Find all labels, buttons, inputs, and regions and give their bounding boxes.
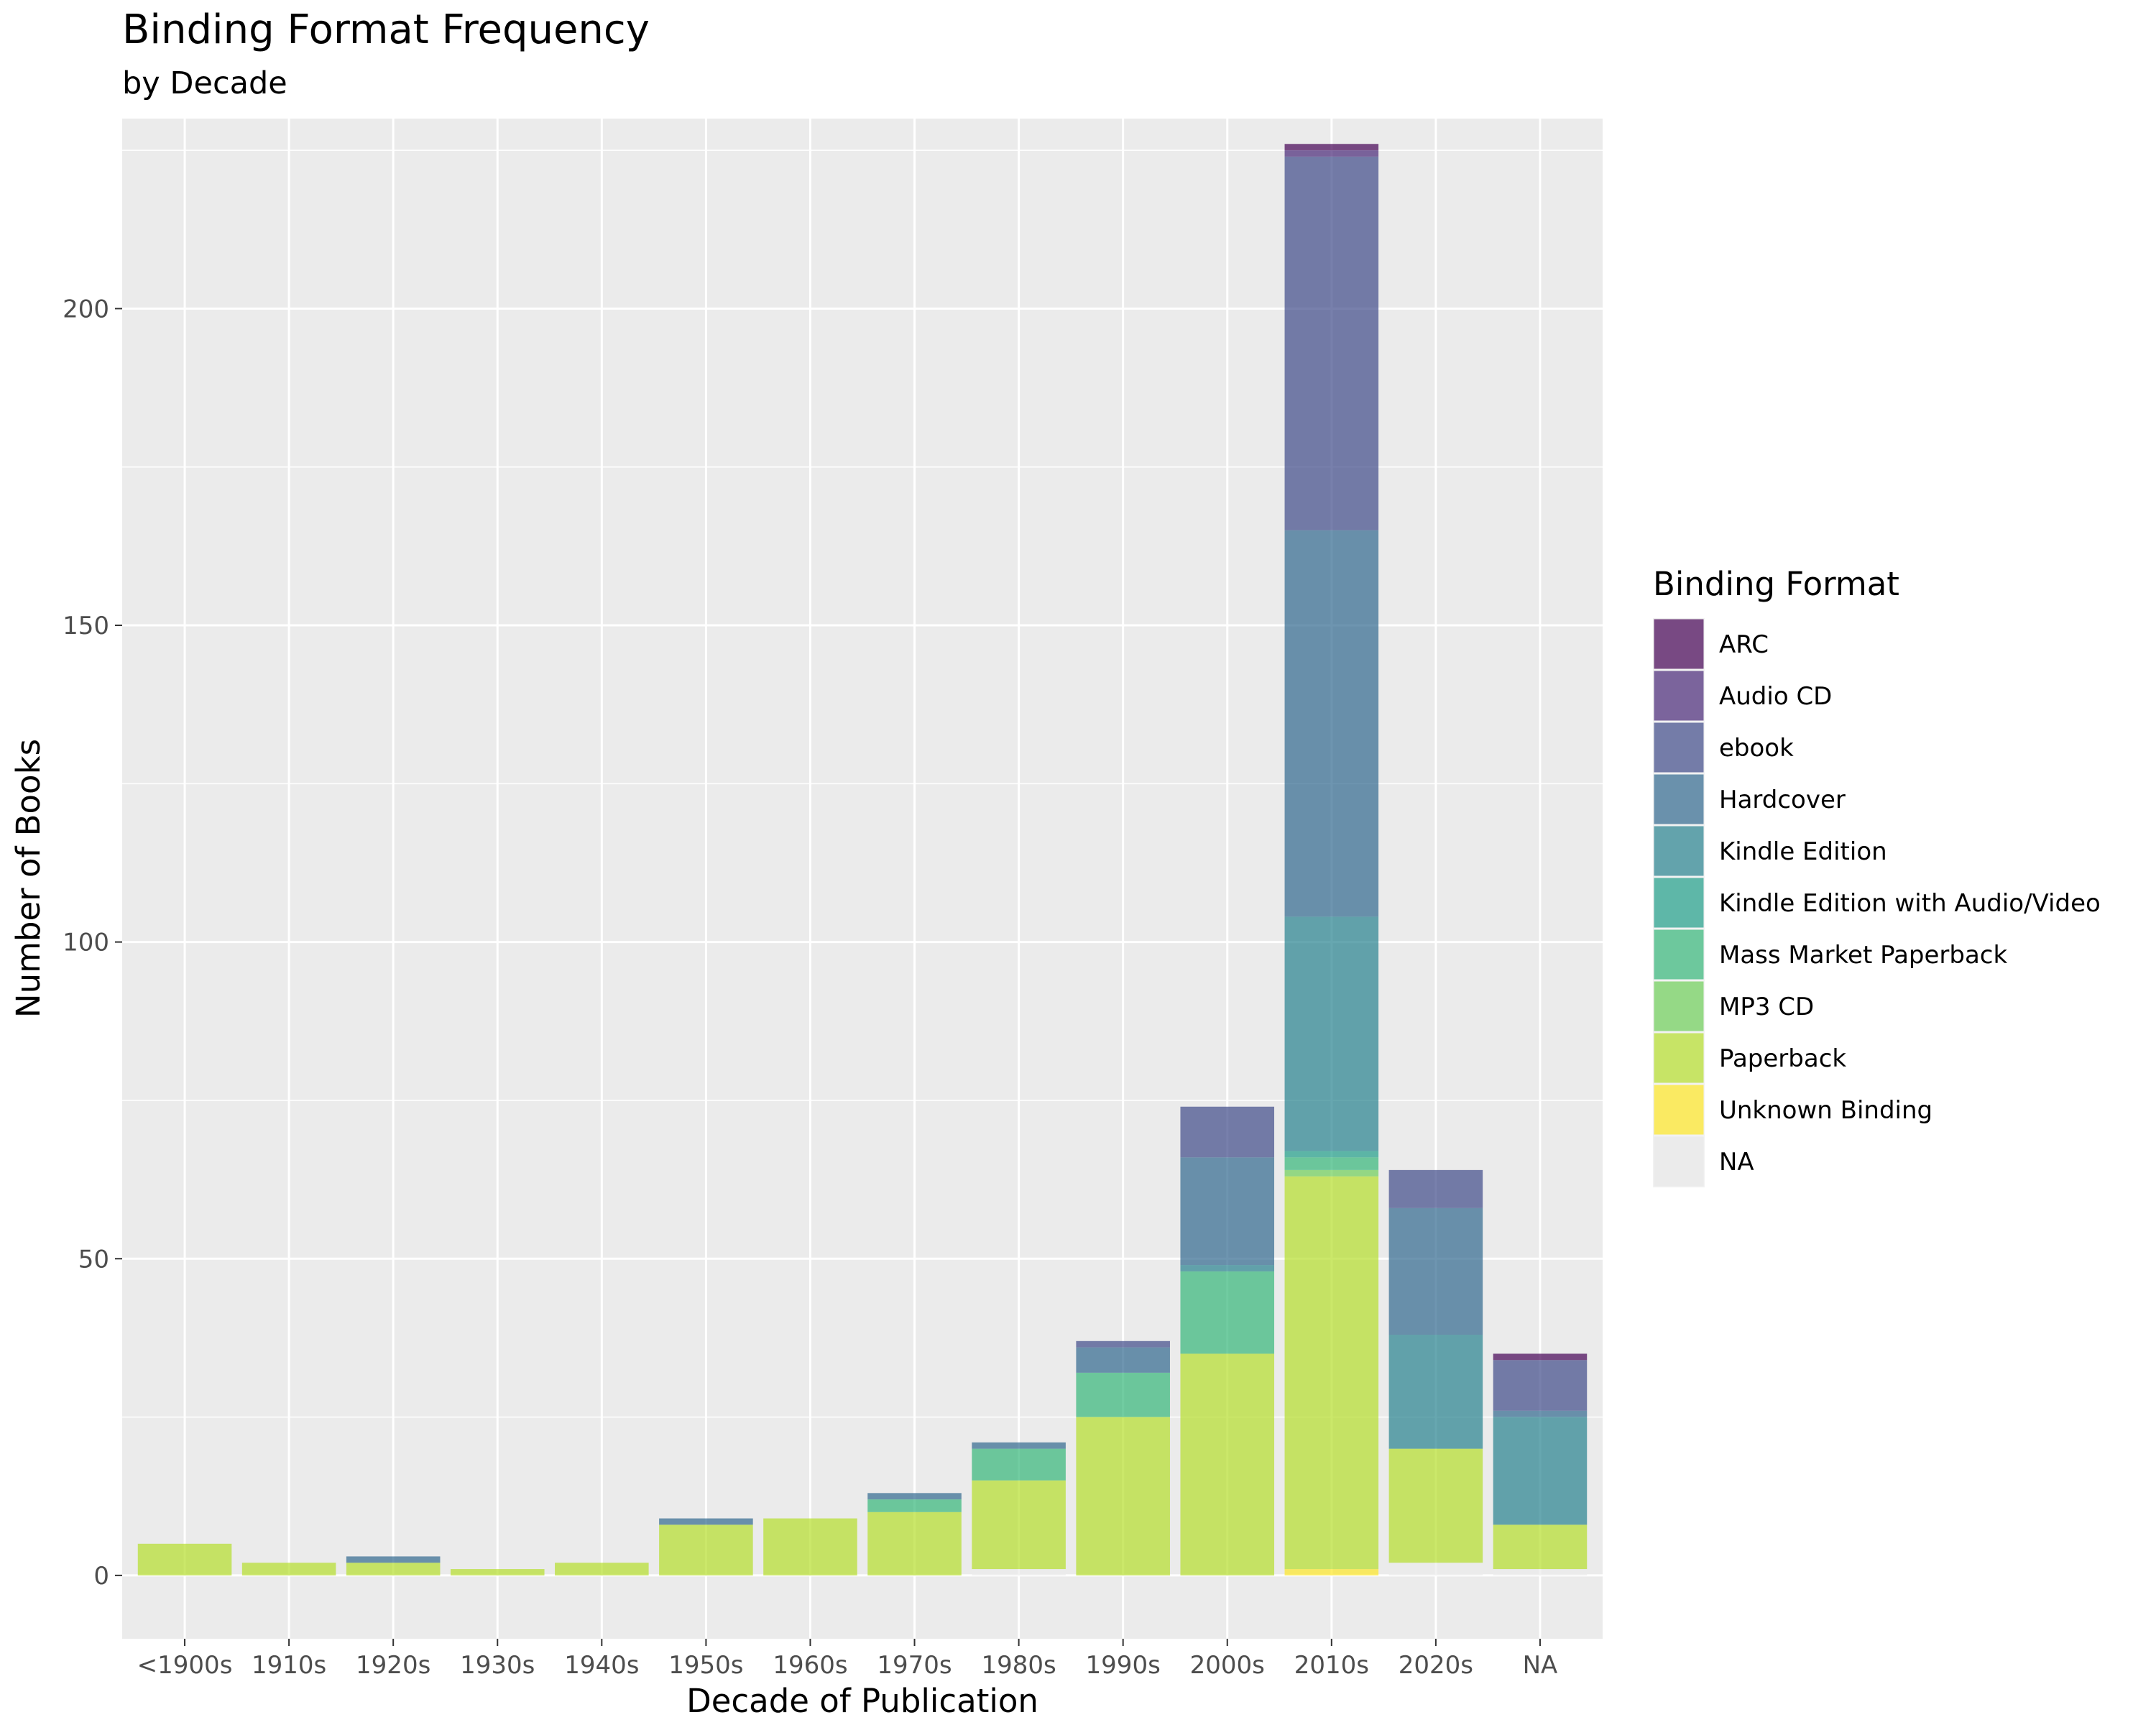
legend-label: Audio CD [1719,682,1832,711]
y-tick-label: 150 [63,612,109,640]
x-axis: <1900s 1910s 1920s 1930s 1940s 1950s 1960s 1970… [137,1639,1558,1680]
legend-swatch [1654,929,1704,980]
y-axis-title: Number of Books [9,739,47,1018]
bar-segment [1284,144,1379,151]
legend-swatch [1654,722,1704,773]
bar-segment [1180,1265,1275,1271]
bar-segment [137,1543,232,1576]
legend-swatch [1654,619,1704,669]
legend-swatch [1654,671,1704,721]
bar-segment [1076,1340,1170,1348]
bar-segment [1388,1563,1483,1576]
x-tick-label: 1950s [668,1651,743,1680]
bar-segment [1180,1353,1275,1576]
y-tick-label: 100 [63,929,109,957]
bar-segment [1284,1157,1379,1170]
bar-segment [1180,1106,1275,1158]
x-tick-label: 1990s [1086,1651,1161,1680]
legend-label: Hardcover [1719,786,1846,814]
bar-segment [867,1499,962,1512]
legend-swatch [1654,826,1704,876]
bar-segment [1388,1335,1483,1449]
x-tick-label: 1980s [981,1651,1056,1680]
bar-segment [867,1493,962,1500]
bar-segment [1284,1569,1379,1576]
bar-segment [659,1524,753,1576]
x-tick-label: 1940s [564,1651,639,1680]
bars [137,144,1588,1576]
bar-segment [1493,1353,1588,1361]
y-axis: 0 50 100 150 200 [63,295,122,1591]
x-tick-label: 1960s [773,1651,847,1680]
legend-swatch [1654,1136,1704,1187]
bar-segment [972,1569,1066,1576]
legend-title: Binding Format [1653,565,1899,603]
legend-label: ARC [1719,630,1769,659]
x-tick-label: 2010s [1294,1651,1369,1680]
bar-segment [1493,1569,1588,1576]
bar-segment [1388,1208,1483,1335]
y-tick-label: 0 [93,1562,109,1591]
bar-segment [972,1442,1066,1449]
bar-segment [1284,1176,1379,1570]
legend: Binding Format ARC Audio CD ebook Hardcover… [1653,565,2101,1187]
bar-segment [1388,1169,1483,1208]
bar-segment [1076,1372,1170,1417]
bar-segment [1284,1151,1379,1158]
bar-segment [1388,1448,1483,1563]
bar-segment [1180,1157,1275,1266]
bar-segment [972,1480,1066,1570]
bar-segment [555,1563,649,1576]
bar-segment [1284,156,1379,530]
legend-label: Kindle Edition with Audio/Video [1719,889,2101,918]
bar-segment [346,1556,441,1563]
bar-segment [972,1448,1066,1481]
legend-swatch [1654,981,1704,1031]
chart-title: Binding Format Frequency [122,6,650,53]
legend-label: ebook [1719,734,1794,763]
legend-label: Kindle Edition [1719,837,1887,866]
bar-segment [659,1518,753,1525]
x-axis-title: Decade of Publication [686,1682,1038,1720]
bar-segment [1076,1417,1170,1576]
bar-segment [1180,1271,1275,1354]
x-tick-label: NA [1523,1651,1558,1680]
bar-segment [346,1563,441,1576]
bar-segment [1284,1169,1379,1177]
bar-segment [1284,150,1379,157]
bar-segment [1493,1360,1588,1411]
legend-items: ARC Audio CD ebook Hardcover Kindle Edition K… [1653,618,2101,1187]
legend-swatch [1654,878,1704,928]
x-tick-label: 2000s [1190,1651,1265,1680]
x-tick-label: 1910s [252,1651,326,1680]
x-tick-label: 1970s [877,1651,952,1680]
bar-segment [450,1569,545,1576]
bar-segment [1493,1417,1588,1525]
legend-label: Mass Market Paperback [1719,941,2007,970]
bar-segment [867,1512,962,1576]
bar-segment [1076,1347,1170,1373]
legend-label: Paperback [1719,1044,1846,1073]
plot-panel [122,119,1603,1639]
bar-segment [1284,530,1379,917]
legend-swatch [1654,1085,1704,1135]
legend-label: Unknown Binding [1719,1096,1932,1125]
chart-subtitle: by Decade [122,65,287,101]
x-tick-label: 1920s [356,1651,430,1680]
bar-segment [1493,1410,1588,1417]
bar-segment [241,1563,336,1576]
x-tick-label: 1930s [460,1651,535,1680]
x-tick-label: <1900s [137,1651,233,1680]
x-tick-label: 2020s [1399,1651,1473,1680]
bar-segment [1284,916,1379,1151]
bar-segment [1493,1524,1588,1570]
legend-label: MP3 CD [1719,993,1814,1021]
bar-segment [763,1518,857,1576]
y-tick-label: 50 [78,1245,109,1274]
legend-swatch [1654,774,1704,824]
y-tick-label: 200 [63,295,109,323]
legend-swatch [1654,1033,1704,1083]
legend-label: NA [1719,1148,1754,1177]
